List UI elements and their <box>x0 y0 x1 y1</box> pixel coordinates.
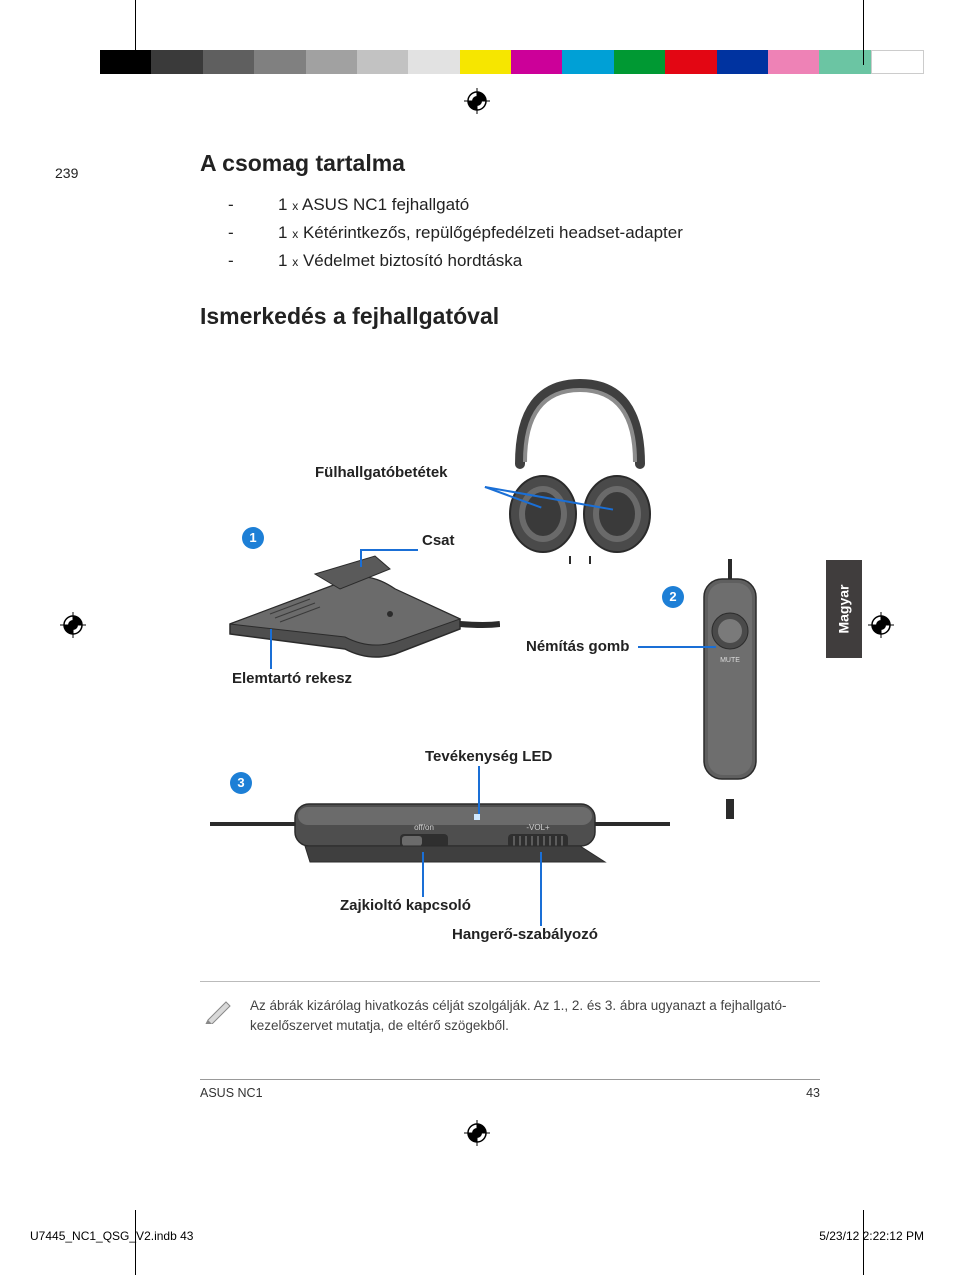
margin-page-ref: 239 <box>55 165 78 181</box>
note-box: Az ábrák kizárólag hivatkozás célját szo… <box>200 981 820 1037</box>
callout-line <box>638 646 716 648</box>
svg-text:-VOL+: -VOL+ <box>526 823 550 832</box>
language-tab-label: Magyar <box>836 584 852 633</box>
registration-mark-icon <box>868 612 894 638</box>
registration-mark-icon <box>464 88 490 114</box>
label-activity-led: Tevékenység LED <box>425 748 552 765</box>
language-tab: Magyar <box>826 560 862 658</box>
product-diagram: Fülhallgatóbetétek 1 Csat Elemtartó rek <box>200 354 820 954</box>
list-item: 1 x Védelmet biztosító hordtáska <box>228 247 820 275</box>
registration-mark-icon <box>464 1120 490 1146</box>
label-mute: Némítás gomb <box>526 638 629 655</box>
callout-line <box>478 766 480 814</box>
svg-text:MUTE: MUTE <box>720 657 740 664</box>
note-text: Az ábrák kizárólag hivatkozás célját szo… <box>250 998 787 1033</box>
label-volume: Hangerő-szabályozó <box>452 926 598 943</box>
callout-line <box>540 852 542 926</box>
label-battery: Elemtartó rekesz <box>232 670 352 687</box>
page-content: A csomag tartalma 1 x ASUS NC1 fejhallga… <box>200 150 820 1100</box>
crop-mark <box>135 0 136 65</box>
footer-page-number: 43 <box>806 1086 820 1100</box>
callout-line <box>360 549 418 551</box>
print-imprint: U7445_NC1_QSG_V2.indb 43 5/23/12 2:22:12… <box>30 1229 924 1243</box>
label-earcups: Fülhallgatóbetétek <box>315 464 448 481</box>
package-contents-list: 1 x ASUS NC1 fejhallgató 1 x Kétérintkez… <box>228 191 820 275</box>
label-nc-switch: Zajkioltó kapcsoló <box>340 897 471 914</box>
heading-package-contents: A csomag tartalma <box>200 150 820 177</box>
list-item: 1 x ASUS NC1 fejhallgató <box>228 191 820 219</box>
heading-get-to-know: Ismerkedés a fejhallgatóval <box>200 303 820 330</box>
pencil-icon <box>204 996 234 1024</box>
crop-mark <box>863 0 864 65</box>
print-color-bar <box>100 50 924 74</box>
page-footer: ASUS NC1 43 <box>200 1079 820 1100</box>
controller-2-illustration: MUTE <box>690 559 770 819</box>
registration-mark-icon <box>60 612 86 638</box>
badge-2: 2 <box>662 586 684 608</box>
callout-line <box>422 852 424 897</box>
callout-line <box>360 549 362 567</box>
controller-3-illustration: off/on -VOL+ <box>210 784 670 874</box>
footer-model: ASUS NC1 <box>200 1086 263 1100</box>
imprint-date: 5/23/12 2:22:12 PM <box>819 1229 924 1243</box>
callout-line <box>270 629 272 669</box>
label-clip: Csat <box>422 532 455 549</box>
svg-text:off/on: off/on <box>414 823 434 832</box>
headphones-illustration <box>495 364 665 564</box>
list-item: 1 x Kétérintkezős, repülőgépfedélzeti he… <box>228 219 820 247</box>
imprint-file: U7445_NC1_QSG_V2.indb 43 <box>30 1229 193 1243</box>
